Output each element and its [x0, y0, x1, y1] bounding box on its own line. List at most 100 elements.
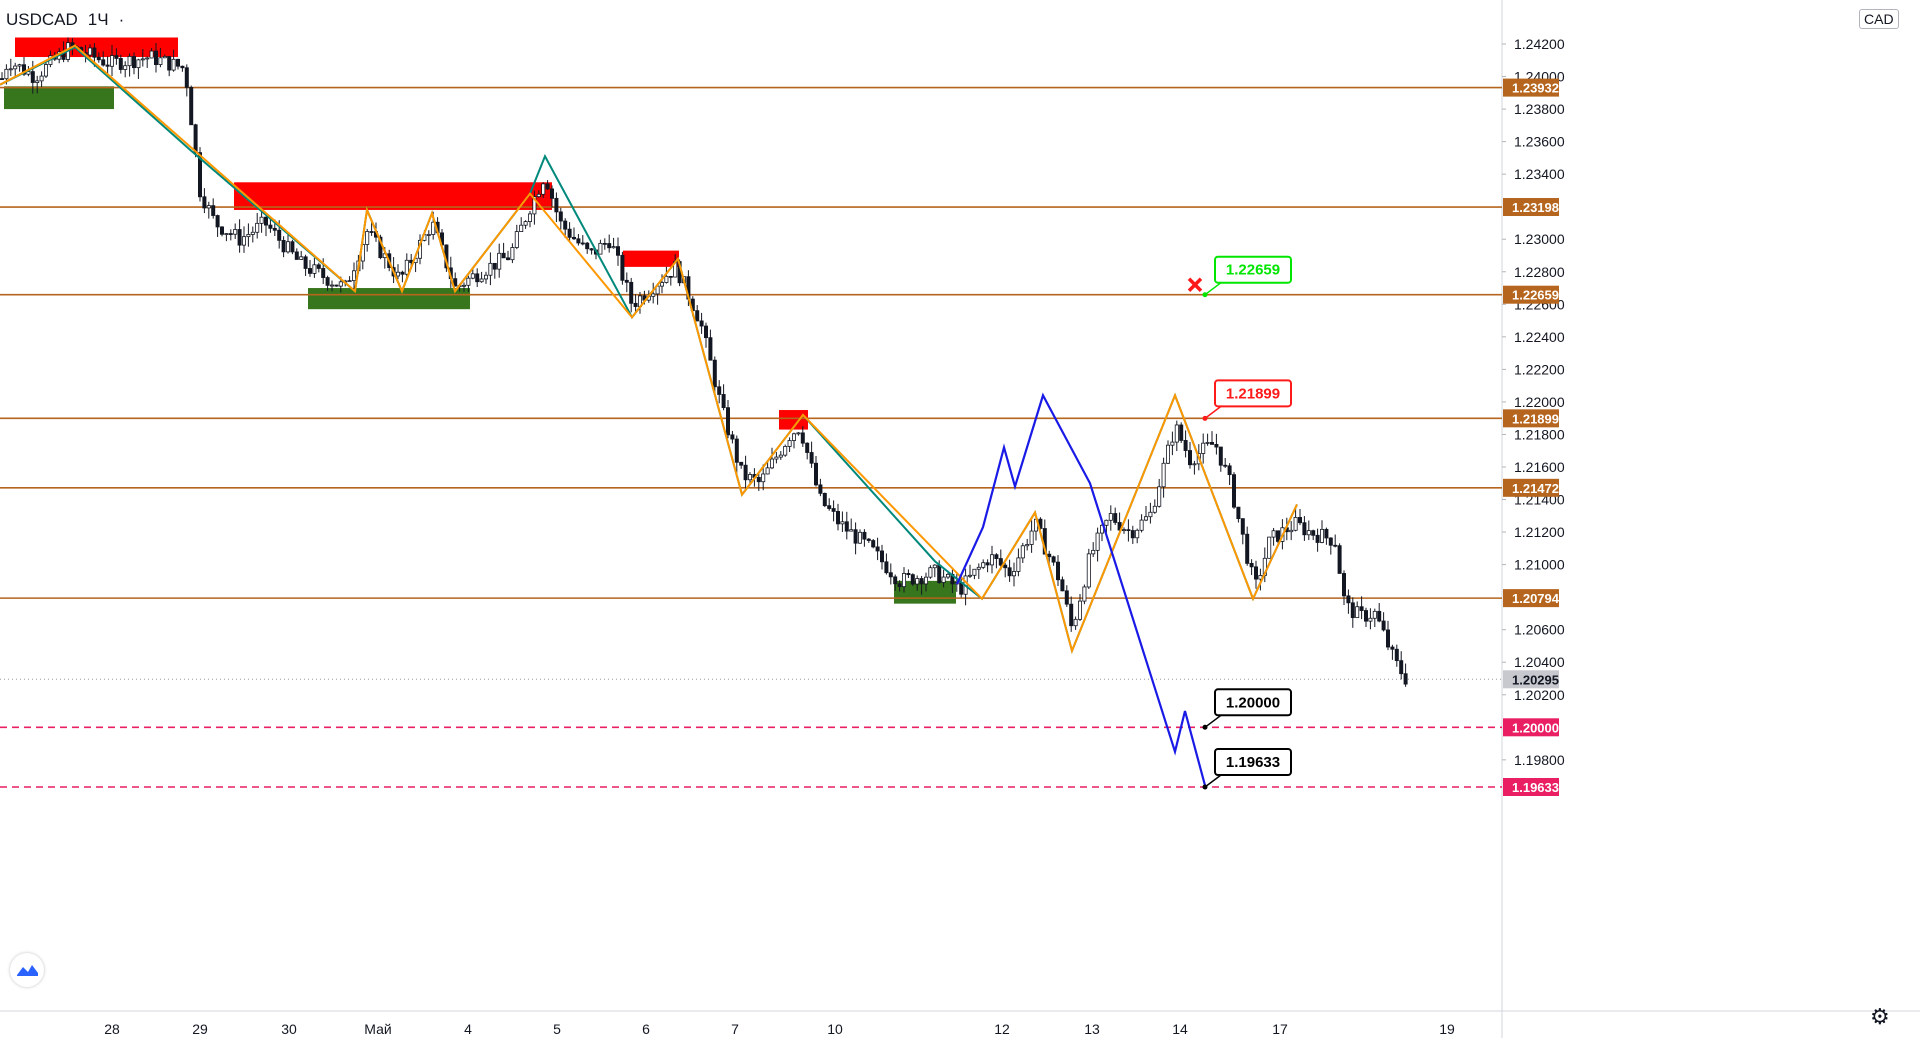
candle	[158, 57, 163, 65]
candle	[101, 59, 106, 66]
candle	[303, 256, 308, 269]
candle	[1020, 545, 1025, 559]
y-tick-label: 1.22200	[1514, 361, 1565, 377]
x-tick-label: 13	[1084, 1021, 1100, 1037]
candle	[1350, 602, 1355, 619]
candle	[598, 242, 603, 255]
candle	[990, 554, 995, 566]
candle	[765, 467, 770, 475]
candle	[1003, 564, 1008, 569]
candle	[514, 231, 519, 248]
candle	[602, 242, 607, 245]
callout-box[interactable]	[1214, 748, 1292, 776]
candle	[1302, 522, 1307, 536]
candle	[171, 58, 176, 71]
wave-path-orange[interactable]	[0, 44, 1298, 654]
y-tick-label: 1.20400	[1514, 654, 1565, 670]
candle	[778, 454, 783, 458]
candle	[664, 275, 669, 283]
x-tick-label: 10	[827, 1021, 843, 1037]
cancel-x-icon[interactable]	[1187, 277, 1203, 293]
candle	[505, 257, 510, 261]
candle	[110, 55, 115, 67]
level-price-badge-3: 1.21899	[1512, 411, 1559, 426]
candle	[338, 281, 343, 287]
candle	[404, 259, 409, 275]
candle	[928, 567, 933, 578]
candle	[822, 492, 827, 507]
candle	[910, 574, 915, 585]
candle	[558, 211, 563, 222]
candle	[1051, 556, 1056, 563]
candle	[699, 320, 704, 327]
projection-path-blue[interactable]	[955, 392, 1208, 790]
candle	[219, 226, 224, 235]
candle	[1078, 600, 1083, 620]
candle	[840, 521, 845, 525]
candle	[800, 432, 805, 444]
callout-box[interactable]	[1214, 688, 1292, 717]
candle	[1254, 566, 1259, 580]
candle	[853, 529, 858, 544]
candle	[1183, 440, 1188, 451]
candle	[998, 558, 1003, 566]
y-tick-label: 1.23400	[1514, 166, 1565, 182]
candle	[92, 47, 97, 58]
interval-label[interactable]: 1Ч	[87, 10, 109, 29]
candle	[431, 221, 436, 235]
callout-anchor	[1202, 784, 1208, 790]
candle	[510, 247, 515, 261]
plot-background[interactable]	[0, 0, 1502, 1011]
zone-supply-4[interactable]	[623, 250, 679, 267]
callout-box[interactable]	[1214, 255, 1292, 284]
candle	[501, 252, 506, 259]
candle	[831, 508, 836, 512]
last-price-badge: 1.20295	[1512, 672, 1559, 687]
candle	[1047, 553, 1052, 558]
candle	[497, 252, 502, 270]
candle	[796, 432, 801, 435]
y-tick-label: 1.22000	[1514, 394, 1565, 410]
candle	[994, 554, 999, 559]
zone-supply-5[interactable]	[779, 410, 808, 430]
candle	[572, 236, 577, 240]
candle	[277, 229, 282, 241]
candle	[21, 64, 26, 75]
x-tick-label: 6	[642, 1021, 650, 1037]
candle	[1157, 486, 1162, 507]
callout-pointer	[1204, 774, 1222, 788]
candle	[734, 438, 739, 463]
y-tick-label: 1.19800	[1514, 752, 1565, 768]
candle	[268, 224, 273, 229]
zone-supply-2[interactable]	[234, 182, 552, 210]
callout-box[interactable]	[1214, 379, 1292, 408]
y-tick-label: 1.23000	[1514, 231, 1565, 247]
settings-gear-icon[interactable]: ⚙	[1870, 1004, 1890, 1029]
zone-demand-1[interactable]	[4, 86, 114, 110]
candle	[589, 248, 594, 251]
candle	[1249, 562, 1254, 568]
symbol-name[interactable]: USDCAD	[6, 10, 78, 29]
candle	[1328, 537, 1333, 546]
candle	[189, 87, 194, 126]
level-price-badge-4-bg	[1503, 478, 1559, 497]
level-price-badge-0-bg	[1503, 78, 1559, 97]
candle	[1135, 529, 1140, 539]
currency-badge[interactable]: CAD	[1859, 9, 1899, 29]
candle	[536, 193, 541, 198]
callout-pointer	[1204, 405, 1222, 419]
candle	[250, 231, 255, 235]
candle	[1152, 505, 1157, 513]
level-price-badge-1-bg	[1503, 198, 1559, 217]
candle	[4, 68, 9, 80]
candle	[814, 462, 819, 486]
level-price-badge-2-bg	[1503, 285, 1559, 304]
candle	[299, 256, 304, 260]
zone-supply-0[interactable]	[15, 37, 178, 58]
symbol-header[interactable]: USDCAD 1Ч ·	[6, 10, 124, 30]
tradingview-logo-icon[interactable]	[10, 953, 44, 987]
zone-demand-3[interactable]	[308, 288, 470, 310]
candle	[13, 65, 18, 70]
